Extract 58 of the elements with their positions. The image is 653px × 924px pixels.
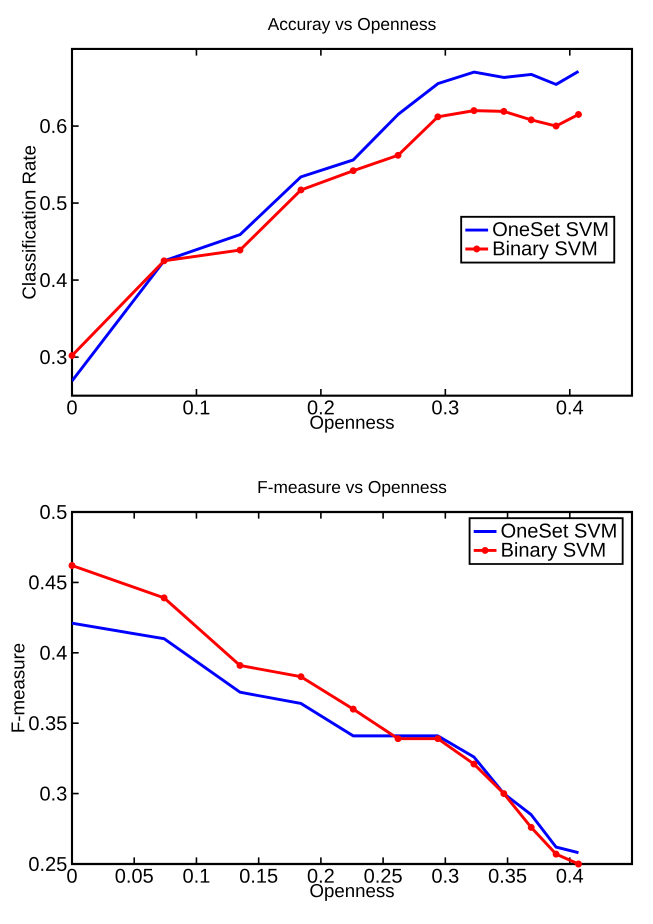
y-tick-label: 0.4	[40, 273, 67, 288]
y-tick-label: 0.45	[29, 575, 66, 590]
point	[236, 246, 244, 254]
legend-label: Binary SVM	[494, 240, 596, 260]
x-axis-title: Openness	[310, 884, 394, 901]
x-tick-label: 0.3	[432, 868, 458, 883]
chart-title: F-measure vs Openness	[258, 480, 446, 497]
x-tick-label: 0.2	[308, 400, 334, 415]
point	[236, 662, 244, 669]
point	[350, 706, 357, 713]
y-tick-label: 0.25	[29, 856, 66, 872]
y-tick-label: 0.35	[29, 716, 66, 730]
point	[470, 107, 478, 114]
point	[394, 735, 402, 742]
y-tick-label: 0.5	[40, 504, 66, 520]
x-tick-label: 0.35	[488, 868, 526, 883]
x-tick-label: 0.2	[308, 868, 334, 883]
x-tick-label: 0	[67, 868, 77, 883]
point	[528, 824, 535, 831]
legend-label: Binary SVM	[502, 542, 605, 561]
x-tick-label: 0.4	[556, 400, 584, 415]
point	[434, 113, 442, 120]
point	[470, 760, 478, 768]
point	[394, 152, 402, 159]
x-tick-label: 0.05	[116, 868, 153, 883]
x-tick-label: 0	[67, 400, 77, 415]
point	[528, 116, 535, 124]
y-axis-title: Classification Rate	[22, 146, 36, 299]
point	[160, 257, 168, 264]
y-tick-label: 0.6	[40, 118, 66, 134]
y-axis-title: F-measure	[12, 644, 25, 732]
x-tick-label: 0.1	[183, 868, 210, 883]
point	[575, 860, 582, 868]
x-tick-label: 0.25	[364, 868, 402, 883]
point	[552, 850, 560, 858]
point	[500, 790, 508, 798]
chart-title: Accuray vs Openness	[268, 18, 436, 34]
x-tick-label: 0.1	[183, 400, 210, 415]
point	[298, 673, 304, 680]
y-tick-label: 0.3	[40, 786, 66, 801]
point	[298, 186, 304, 194]
y-tick-label: 0.5	[40, 196, 66, 210]
x-tick-label: 0.4	[556, 868, 584, 883]
point	[68, 352, 76, 360]
y-tick-label: 0.4	[40, 646, 67, 660]
point	[434, 735, 442, 742]
x-axis-title: Openness	[310, 416, 394, 433]
x-tick-label: 0.3	[432, 400, 458, 415]
legend-label: OneSet SVM	[502, 524, 616, 538]
x-tick-label: 0.15	[240, 868, 278, 883]
legend-label: OneSet SVM	[493, 222, 608, 236]
point	[575, 111, 582, 118]
point	[500, 108, 508, 115]
point	[160, 594, 168, 602]
point	[552, 122, 560, 130]
point	[68, 562, 76, 569]
point	[350, 167, 357, 174]
y-tick-label: 0.3	[40, 350, 66, 364]
